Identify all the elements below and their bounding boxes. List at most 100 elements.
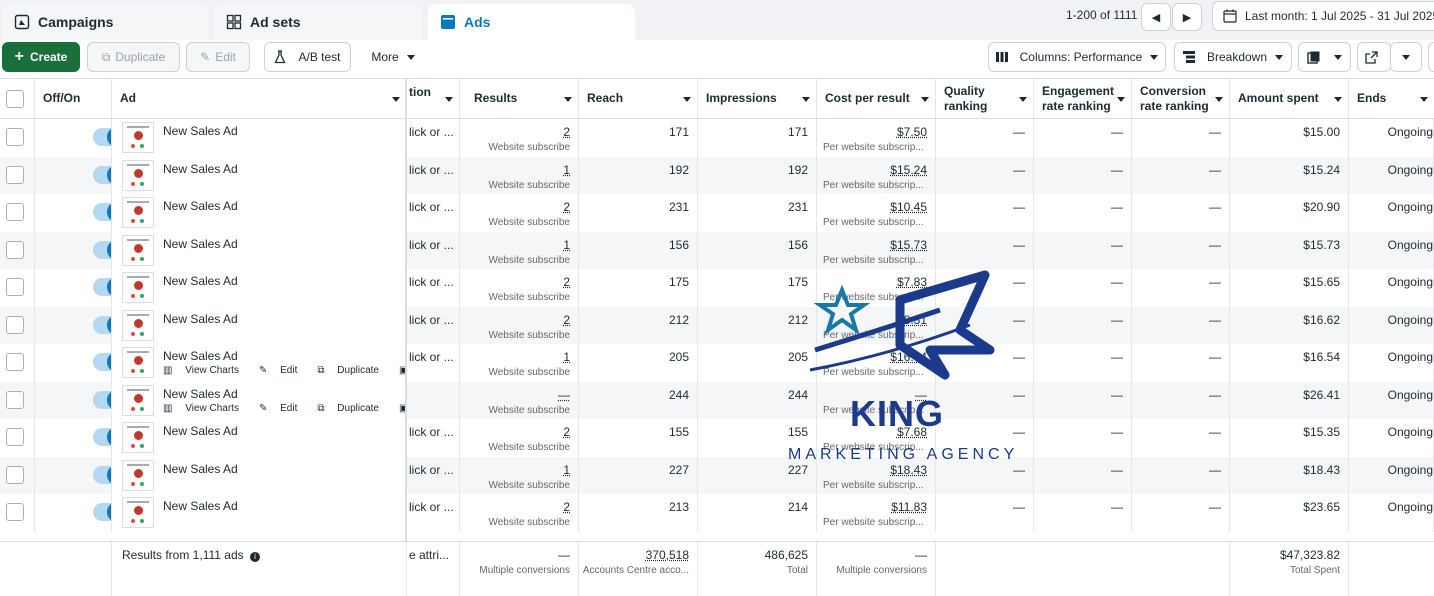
preview-icon[interactable]: ▣ bbox=[399, 365, 406, 376]
edit-button[interactable]: ✎ Edit bbox=[186, 42, 250, 72]
summary-reach-value[interactable]: 370,518 bbox=[645, 548, 689, 562]
table-row[interactable]: New Sales Ad ▥ View Charts ✎ Edit ⧉ Duplica… bbox=[0, 381, 1434, 419]
row-checkbox[interactable] bbox=[6, 128, 24, 146]
row-checkbox[interactable] bbox=[6, 428, 24, 446]
results-value[interactable]: 2 bbox=[563, 125, 570, 139]
ad-name[interactable]: New Sales Ad bbox=[163, 199, 238, 213]
row-duplicate-link[interactable]: ⧉ Duplicate bbox=[317, 403, 389, 414]
row-checkbox[interactable] bbox=[6, 465, 24, 484]
overflow-button[interactable] bbox=[1428, 42, 1434, 72]
ad-name[interactable]: New Sales Ad bbox=[163, 311, 238, 326]
column-header-ends[interactable]: Ends bbox=[1349, 79, 1434, 119]
cost-per-result-value[interactable]: — bbox=[915, 387, 927, 402]
results-value[interactable]: 1 bbox=[563, 462, 570, 477]
ad-name[interactable]: New Sales Ad bbox=[163, 461, 238, 476]
view-charts-link[interactable]: ▥ View Charts bbox=[163, 365, 249, 376]
tab-ads[interactable]: Ads bbox=[428, 4, 635, 40]
ad-name[interactable]: New Sales Ad bbox=[163, 386, 238, 401]
table-row[interactable]: New Sales Ad lick or ... 2 Website subscrib… bbox=[0, 194, 1434, 232]
row-checkbox[interactable] bbox=[6, 203, 24, 221]
ad-thumbnail[interactable] bbox=[122, 347, 154, 378]
table-row[interactable]: New Sales Ad ▥ View Charts ✎ Edit ⧉ Duplica… bbox=[0, 344, 1434, 382]
create-button[interactable]: + Create bbox=[2, 42, 80, 72]
results-value[interactable]: 1 bbox=[563, 350, 570, 364]
results-value[interactable]: 2 bbox=[563, 200, 570, 214]
ad-status-toggle[interactable] bbox=[93, 502, 111, 522]
ad-status-toggle[interactable] bbox=[93, 464, 111, 485]
column-header-quality-ranking[interactable]: Quality ranking bbox=[936, 79, 1034, 119]
ad-name[interactable]: New Sales Ad bbox=[163, 424, 238, 438]
cost-per-result-value[interactable]: $16.54 bbox=[890, 350, 927, 364]
column-header-impressions[interactable]: Impressions bbox=[698, 79, 817, 119]
ad-thumbnail[interactable] bbox=[122, 159, 154, 191]
column-header-engagement-rate-ranking[interactable]: Engagement rate ranking bbox=[1034, 79, 1132, 119]
results-value[interactable]: 2 bbox=[563, 275, 570, 289]
ad-name[interactable]: New Sales Ad bbox=[163, 274, 238, 288]
ad-status-toggle[interactable] bbox=[93, 427, 111, 447]
ad-name[interactable]: New Sales Ad bbox=[163, 349, 238, 363]
columns-button[interactable]: Columns: Performance bbox=[988, 42, 1166, 72]
ad-status-toggle[interactable] bbox=[93, 202, 111, 222]
tab-ad-sets[interactable]: Ad sets bbox=[214, 4, 422, 40]
column-header-results[interactable]: Results bbox=[460, 79, 579, 119]
cost-per-result-value[interactable]: $10.45 bbox=[890, 200, 927, 214]
row-checkbox[interactable] bbox=[6, 315, 24, 334]
table-row[interactable]: New Sales Ad lick or ... 2 Website subscrib… bbox=[0, 306, 1434, 344]
table-row[interactable]: New Sales Ad lick or ... 1 Website subscrib… bbox=[0, 231, 1434, 269]
ad-thumbnail[interactable] bbox=[122, 384, 154, 416]
ad-thumbnail[interactable] bbox=[122, 459, 154, 491]
row-checkbox[interactable] bbox=[6, 165, 24, 184]
export-button[interactable] bbox=[1357, 42, 1391, 72]
row-checkbox[interactable] bbox=[6, 240, 24, 259]
ad-status-toggle[interactable] bbox=[93, 239, 111, 260]
ad-thumbnail[interactable] bbox=[122, 197, 154, 228]
row-checkbox[interactable] bbox=[6, 503, 24, 521]
tab-campaigns[interactable]: Campaigns bbox=[2, 4, 208, 40]
ad-status-toggle[interactable] bbox=[93, 277, 111, 297]
row-edit-link[interactable]: ✎ Edit bbox=[259, 365, 307, 376]
ad-thumbnail[interactable] bbox=[122, 272, 154, 303]
cost-per-result-value[interactable]: $7.50 bbox=[896, 125, 927, 139]
cost-per-result-value[interactable]: $18.43 bbox=[890, 462, 927, 477]
ad-thumbnail[interactable] bbox=[122, 422, 154, 453]
date-range-picker[interactable]: Last month: 1 Jul 2025 - 31 Jul 2025 bbox=[1212, 1, 1434, 31]
column-header-cost-per-result[interactable]: Cost per result bbox=[817, 79, 936, 119]
table-row[interactable]: New Sales Ad lick or ... 1 Website subscrib… bbox=[0, 156, 1434, 194]
column-header-attribution[interactable]: tion bbox=[407, 79, 460, 119]
column-header-amount-spent[interactable]: Amount spent bbox=[1230, 79, 1349, 119]
ad-thumbnail[interactable] bbox=[122, 309, 154, 341]
ad-name[interactable]: New Sales Ad bbox=[163, 499, 238, 513]
row-checkbox[interactable] bbox=[6, 390, 24, 409]
row-checkbox[interactable] bbox=[6, 278, 24, 296]
cost-per-result-value[interactable]: $7.83 bbox=[896, 275, 927, 289]
results-value[interactable]: 1 bbox=[563, 162, 570, 177]
results-value[interactable]: 1 bbox=[563, 237, 570, 252]
ad-status-toggle[interactable] bbox=[93, 164, 111, 185]
table-row[interactable]: New Sales Ad lick or ... 2 Website subscrib… bbox=[0, 419, 1434, 457]
table-row[interactable]: New Sales Ad lick or ... 2 Website subscrib… bbox=[0, 494, 1434, 532]
row-edit-link[interactable]: ✎ Edit bbox=[259, 403, 307, 414]
ad-name[interactable]: New Sales Ad bbox=[163, 161, 238, 176]
table-row[interactable]: New Sales Ad lick or ... 1 Website subscrib… bbox=[0, 456, 1434, 494]
cost-per-result-value[interactable]: $15.73 bbox=[890, 237, 927, 252]
row-duplicate-link[interactable]: ⧉ Duplicate bbox=[317, 365, 389, 376]
ab-test-button[interactable]: A/B test bbox=[264, 42, 351, 72]
export-options-button[interactable] bbox=[1390, 42, 1422, 72]
ad-name[interactable]: New Sales Ad bbox=[163, 124, 238, 138]
results-value[interactable]: 2 bbox=[563, 312, 570, 327]
ad-status-toggle[interactable] bbox=[93, 352, 111, 372]
more-button[interactable]: More bbox=[360, 42, 426, 72]
preview-icon[interactable]: ▣ bbox=[399, 403, 406, 414]
table-row[interactable]: New Sales Ad lick or ... 2 Website subscrib… bbox=[0, 269, 1434, 307]
ad-name[interactable]: New Sales Ad bbox=[163, 236, 238, 251]
column-header-reach[interactable]: Reach bbox=[579, 79, 698, 119]
column-header-ad[interactable]: Ad bbox=[112, 79, 407, 119]
view-charts-link[interactable]: ▥ View Charts bbox=[163, 403, 249, 414]
row-checkbox[interactable] bbox=[6, 353, 24, 371]
next-page-button[interactable]: ▶ bbox=[1172, 3, 1202, 31]
previous-page-button[interactable]: ◀ bbox=[1141, 3, 1171, 31]
info-icon[interactable]: i bbox=[249, 552, 260, 562]
breakdown-button[interactable]: Breakdown bbox=[1174, 42, 1292, 72]
cost-per-result-value[interactable]: $7.68 bbox=[896, 425, 927, 439]
select-all-checkbox[interactable] bbox=[6, 90, 24, 108]
